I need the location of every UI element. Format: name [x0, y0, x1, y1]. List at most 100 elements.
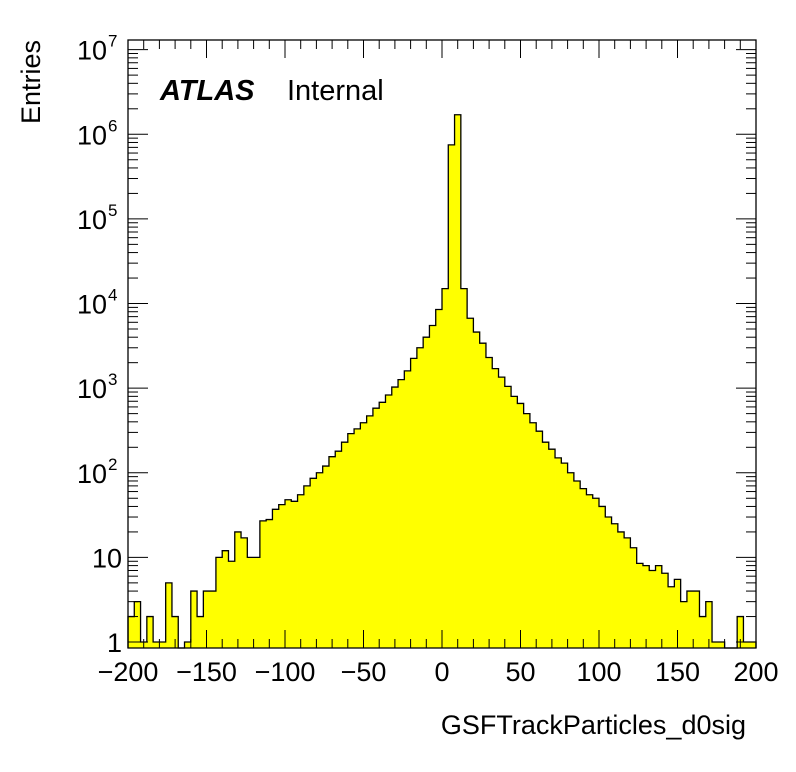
histogram-bar: [404, 370, 411, 648]
histogram-bar: [266, 519, 273, 648]
histogram-bar: [297, 494, 305, 648]
histogram-bar: [385, 394, 393, 648]
histogram-bar: [247, 557, 254, 648]
histogram-bar: [165, 582, 173, 648]
histogram-bar: [360, 422, 368, 648]
histogram-bar: [190, 591, 198, 648]
histogram-bar: [485, 357, 493, 648]
histogram-bar: [197, 616, 204, 648]
histogram-bar: [253, 557, 261, 648]
x-tick-label: 150: [655, 657, 700, 687]
histogram-bar: [335, 451, 342, 648]
histogram-bar: [354, 428, 361, 648]
histogram-bar: [599, 506, 606, 648]
histogram-bar: [272, 509, 280, 648]
x-tick-label: 50: [505, 657, 535, 687]
histogram-bar: [128, 616, 135, 648]
histogram-bar: [680, 601, 688, 648]
histogram-bar: [611, 523, 619, 648]
y-tick-exponent: 7: [108, 32, 117, 51]
histogram-bar: [372, 408, 380, 648]
y-tick-label: 10: [77, 459, 107, 489]
histogram-bar: [460, 288, 468, 648]
atlas-label: ATLAS: [159, 75, 255, 107]
histogram-bar: [328, 456, 336, 648]
histogram-bar: [171, 616, 179, 648]
histogram-bar: [567, 472, 575, 648]
histogram-bar: [398, 379, 405, 648]
histogram-bar: [341, 442, 349, 648]
histogram-bar: [410, 358, 418, 648]
x-axis-label: GSFTrackParticles_d0sig: [441, 710, 746, 740]
histogram-bar: [153, 642, 160, 648]
histogram-bar: [316, 472, 324, 648]
histogram-bar: [555, 457, 562, 648]
x-tick-label: −100: [255, 657, 316, 687]
histogram-bar: [222, 550, 229, 648]
histogram-bars: [128, 114, 757, 649]
histogram-bar: [184, 642, 192, 648]
histogram-bar: [259, 520, 267, 648]
y-tick-exponent: 5: [108, 201, 117, 220]
histogram-bar: [285, 499, 292, 648]
y-tick-label: 10: [92, 543, 122, 573]
histogram-bar: [159, 642, 167, 648]
histogram-bar: [366, 415, 374, 648]
histogram-bar: [705, 601, 713, 648]
x-tick-label: −200: [98, 657, 159, 687]
y-tick-label: 1: [107, 628, 122, 658]
histogram-bar: [291, 501, 298, 648]
x-tick-label: 0: [434, 657, 449, 687]
y-tick-exponent: 3: [108, 370, 117, 389]
histogram-bar: [504, 386, 512, 648]
histogram-bar: [203, 591, 211, 648]
histogram-bar: [209, 591, 217, 648]
histogram-bar: [718, 642, 725, 648]
y-tick-label: 10: [77, 205, 107, 235]
histogram-bar: [617, 531, 625, 648]
histogram-bar: [517, 403, 525, 648]
histogram-bar: [630, 547, 638, 648]
histogram-bar: [661, 573, 669, 648]
histogram-bar: [146, 616, 154, 648]
y-tick-label: 10: [77, 36, 107, 66]
histogram-bar: [347, 433, 355, 648]
x-tick-label: −50: [341, 657, 387, 687]
histogram-bar: [442, 288, 449, 648]
x-tick-label: 200: [733, 657, 778, 687]
internal-label: Internal: [287, 75, 384, 107]
histogram-bar: [492, 368, 499, 648]
x-tick-label: 100: [576, 657, 621, 687]
histogram-bar: [592, 498, 600, 648]
y-tick-exponent: 4: [108, 286, 117, 305]
histogram-bar: [391, 387, 399, 648]
y-tick-exponent: 2: [108, 455, 117, 474]
histogram-bar: [649, 570, 656, 648]
histogram-bar: [303, 485, 311, 648]
histogram-bar: [278, 504, 286, 648]
y-tick-exponent: 6: [108, 116, 117, 135]
y-tick-label: 10: [77, 374, 107, 404]
histogram-bar: [686, 591, 694, 648]
histogram-bar: [655, 565, 663, 648]
histogram-bar: [624, 537, 631, 648]
histogram-bar: [322, 466, 330, 648]
histogram-bar: [134, 601, 141, 648]
histogram-bar: [511, 396, 518, 648]
histogram-bar: [586, 494, 594, 648]
histogram-bar: [642, 565, 650, 648]
y-axis-ticks: [128, 49, 756, 643]
y-tick-label: 10: [77, 290, 107, 320]
histogram-bar: [423, 337, 430, 648]
histogram-bar: [605, 517, 612, 648]
histogram-bar: [536, 431, 543, 648]
histogram-bar: [743, 642, 751, 648]
y-tick-label: 10: [77, 120, 107, 150]
histogram-bar: [228, 561, 236, 648]
histogram-bar: [580, 488, 587, 648]
histogram-bar: [448, 144, 455, 649]
histogram-bar: [749, 642, 757, 648]
histogram-bar: [454, 114, 462, 648]
